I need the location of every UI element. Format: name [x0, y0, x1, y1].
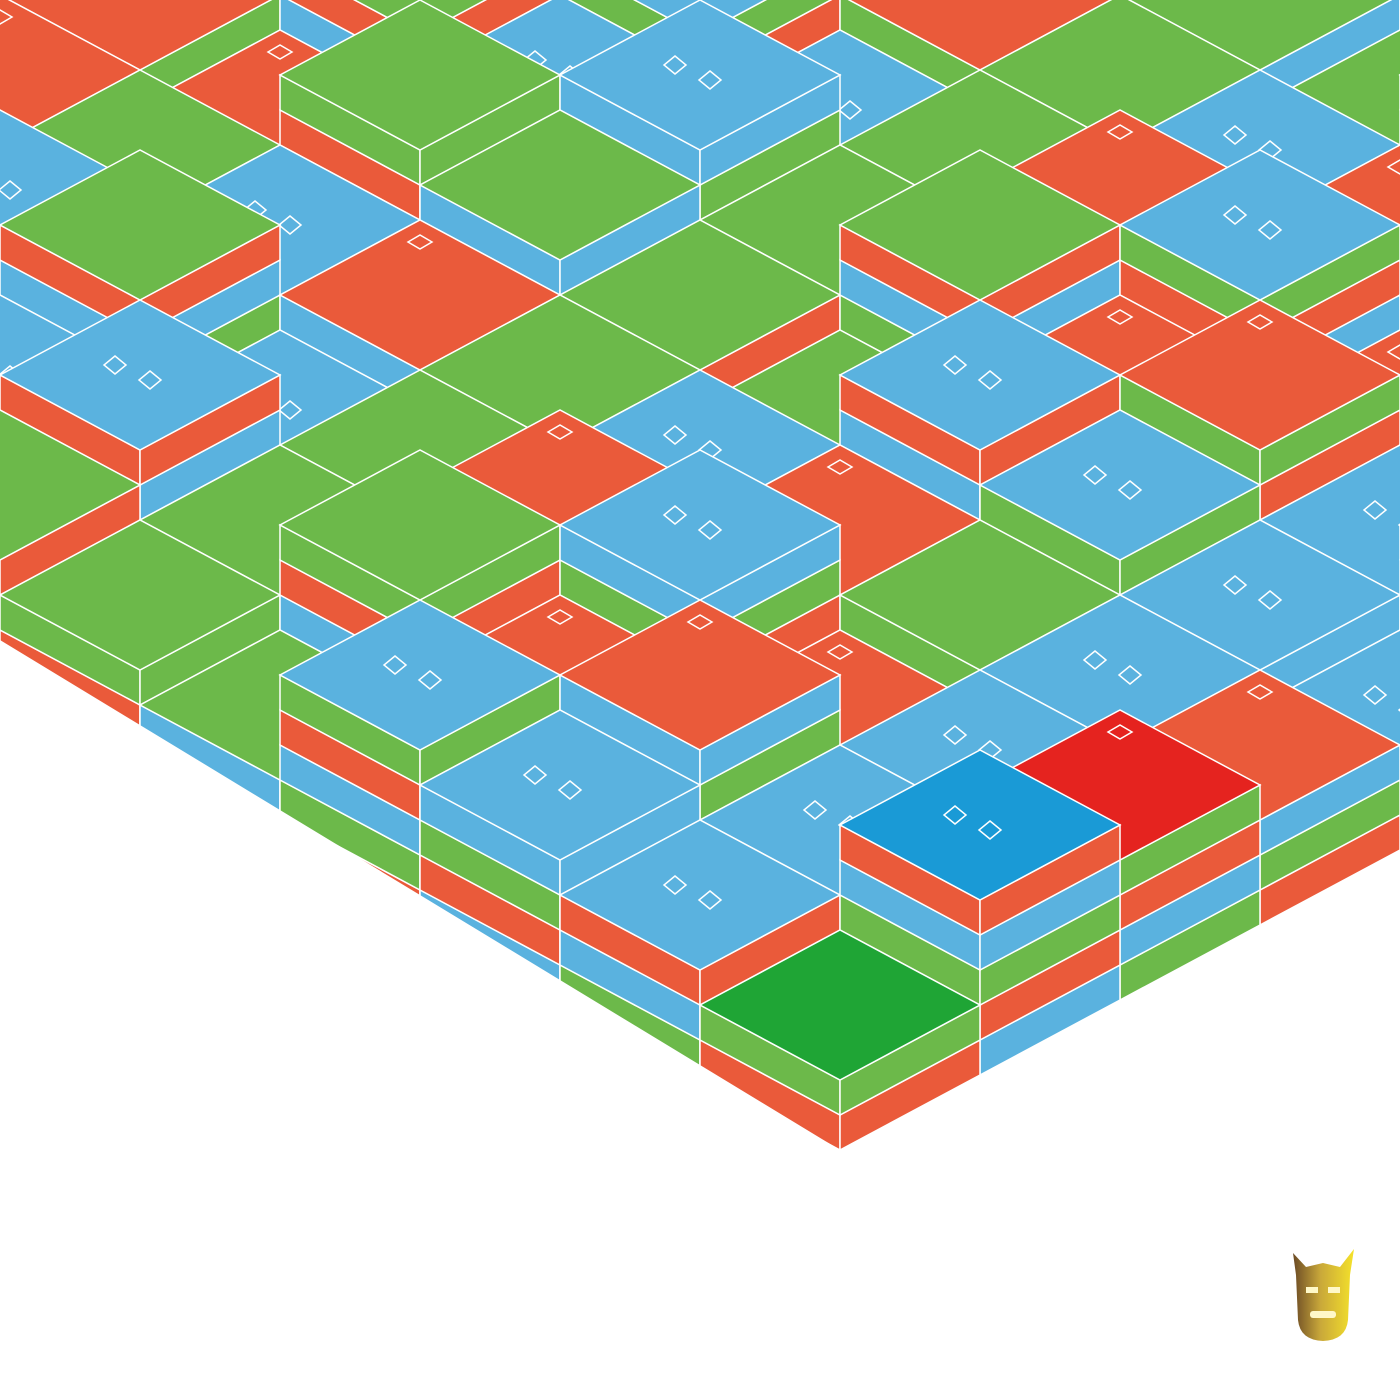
stud-diamond — [1082, 650, 1108, 670]
notch — [1386, 159, 1400, 175]
stud-diamond — [1257, 220, 1283, 240]
notch — [546, 424, 574, 440]
stud-diamond — [697, 890, 723, 910]
stud-diamond — [1082, 465, 1108, 485]
block-top-face — [278, 449, 562, 601]
stud-diamond — [1222, 205, 1248, 225]
stud-diamond — [662, 505, 688, 525]
notch — [1106, 724, 1134, 740]
block-top-face — [0, 149, 282, 301]
stud-diamond — [102, 355, 128, 375]
block-top-face — [1118, 149, 1400, 301]
notch — [0, 9, 14, 25]
block-top-face — [558, 819, 842, 971]
notch — [1106, 309, 1134, 325]
block-top-face — [558, 599, 842, 751]
stud-diamond — [942, 355, 968, 375]
stud-diamond — [697, 520, 723, 540]
stud-diamond — [522, 765, 548, 785]
stud-diamond — [557, 780, 583, 800]
stud-diamond — [1257, 590, 1283, 610]
stud-diamond — [662, 55, 688, 75]
block-top-face — [0, 519, 282, 671]
stud-diamond — [382, 655, 408, 675]
stud-diamond — [1362, 685, 1388, 705]
block-top-face — [278, 0, 562, 151]
stud-diamond — [942, 805, 968, 825]
notch — [546, 609, 574, 625]
stud-diamond — [277, 215, 303, 235]
notch — [1106, 124, 1134, 140]
block-top-face — [278, 599, 562, 751]
stud-diamond — [697, 70, 723, 90]
notch — [826, 644, 854, 660]
notch — [266, 44, 294, 60]
block-top-face — [0, 409, 142, 561]
notch — [1246, 314, 1274, 330]
notch — [686, 614, 714, 630]
stud-diamond — [662, 425, 688, 445]
stud-diamond — [977, 820, 1003, 840]
block-right-face — [1259, 374, 1400, 487]
notch — [406, 234, 434, 250]
block-top-face — [838, 749, 1122, 901]
stud-diamond — [1222, 575, 1248, 595]
block-top-face — [978, 409, 1262, 561]
white-ground — [0, 640, 1400, 1400]
stud-diamond — [977, 370, 1003, 390]
stud-diamond — [1362, 500, 1388, 520]
stud-diamond — [1117, 480, 1143, 500]
block-top-face — [558, 449, 842, 601]
block-top-face — [698, 929, 982, 1081]
stud-diamond — [662, 875, 688, 895]
block-top-face — [558, 0, 842, 151]
stud-diamond — [0, 180, 23, 200]
stud-diamond — [837, 100, 863, 120]
block-top-face — [0, 299, 282, 451]
stud-diamond — [137, 370, 163, 390]
block-top-face — [838, 149, 1122, 301]
notch — [826, 459, 854, 475]
block-top-face — [1118, 299, 1400, 451]
block-top-face — [838, 299, 1122, 451]
stud-diamond — [1222, 125, 1248, 145]
stud-diamond — [417, 670, 443, 690]
stud-diamond — [802, 800, 828, 820]
stud-diamond — [1117, 665, 1143, 685]
block-top-face — [418, 109, 702, 261]
exo-mask-logo-icon — [1293, 1249, 1354, 1341]
notch — [1246, 684, 1274, 700]
notch — [1386, 344, 1400, 360]
block-top-face — [418, 709, 702, 861]
stud-diamond — [942, 725, 968, 745]
stud-diamond — [277, 400, 303, 420]
